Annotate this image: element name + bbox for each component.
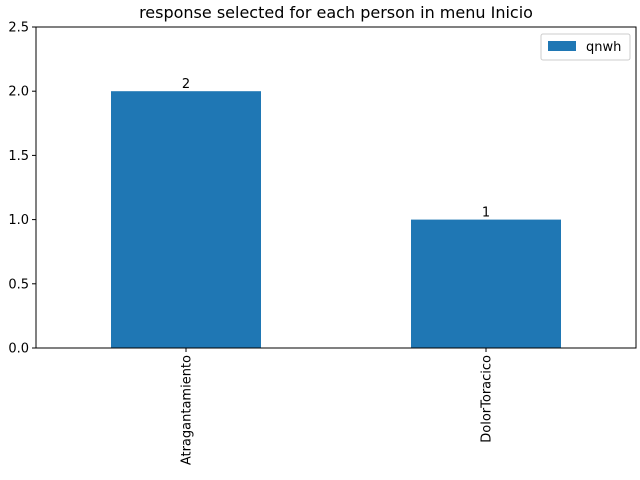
value-label: 1 <box>482 206 490 221</box>
legend-label: qnwh <box>586 40 621 55</box>
y-tick-label: 0.5 <box>8 277 29 292</box>
y-tick-label: 0.0 <box>8 342 29 357</box>
legend-box <box>540 33 631 61</box>
y-tick-label: 1.5 <box>8 149 29 164</box>
plot-frame <box>35 26 637 349</box>
x-tick-label: DolorToracico <box>480 355 495 443</box>
bar <box>111 91 261 348</box>
bar <box>411 219 561 348</box>
value-label: 2 <box>182 77 190 92</box>
y-tick-label: 2.0 <box>8 85 29 100</box>
x-tick-label: Atragantamiento <box>180 355 195 465</box>
y-tick-label: 1.0 <box>8 213 29 228</box>
legend-swatch <box>548 41 576 51</box>
y-tick-label: 2.5 <box>8 21 29 36</box>
chart-title: response selected for each person in men… <box>139 3 533 22</box>
